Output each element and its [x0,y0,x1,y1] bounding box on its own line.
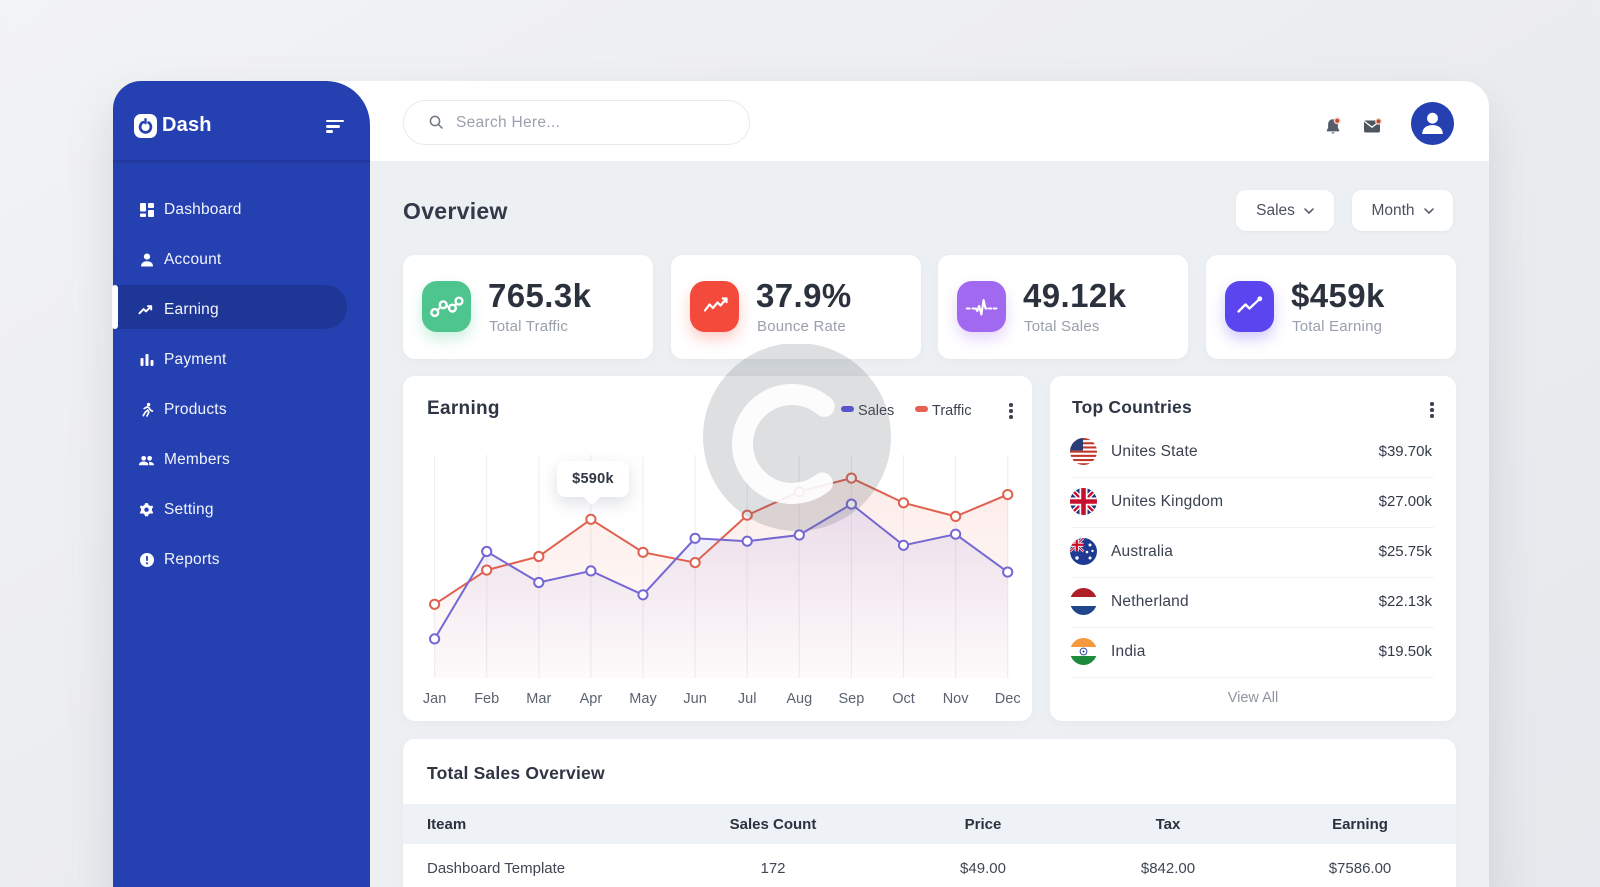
svg-text:Jul: Jul [738,691,757,707]
svg-text:May: May [629,691,657,707]
svg-text:Feb: Feb [474,691,499,707]
svg-text:Aug: Aug [786,691,812,707]
svg-text:Dec: Dec [995,691,1021,707]
svg-text:Jun: Jun [683,691,706,707]
svg-text:Jan: Jan [423,691,446,707]
svg-text:Nov: Nov [943,691,970,707]
svg-text:Mar: Mar [526,691,551,707]
svg-text:Sep: Sep [838,691,864,707]
svg-text:Oct: Oct [892,691,915,707]
svg-text:Apr: Apr [580,691,603,707]
